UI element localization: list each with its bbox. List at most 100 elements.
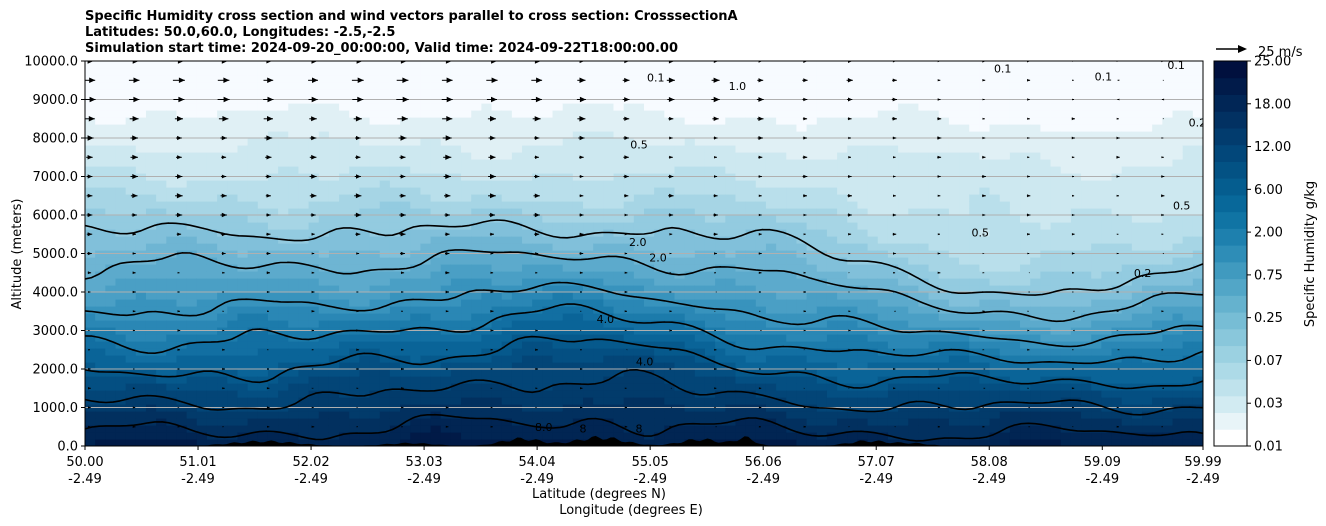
humidity-cell [593,68,604,76]
humidity-cell [501,292,513,300]
humidity-cell [145,285,157,293]
humidity-cell [887,110,899,118]
humidity-cell [704,68,716,76]
humidity-cell [908,292,920,300]
humidity-cell [400,138,411,146]
humidity-cell [948,376,960,384]
humidity-cell [105,348,117,356]
humidity-cell [308,215,320,223]
humidity-cell [898,215,909,223]
humidity-cell [95,320,106,328]
humidity-cell [481,159,493,167]
humidity-cell [786,194,798,202]
humidity-cell [85,411,96,419]
humidity-cell [278,201,289,209]
humidity-cell [379,264,391,272]
humidity-cell [125,411,137,419]
humidity-cell [145,376,157,384]
humidity-cell [440,313,452,321]
humidity-cell [593,215,604,223]
humidity-cell [542,201,554,209]
humidity-cell [247,320,259,328]
humidity-cell [125,320,137,328]
humidity-cell [227,117,239,125]
humidity-cell [532,418,543,426]
humidity-cell [400,152,411,160]
humidity-cell [725,152,737,160]
humidity-cell [908,159,920,167]
humidity-cell [318,341,330,349]
humidity-cell [765,166,777,174]
humidity-cell [501,348,513,356]
humidity-cell [308,131,320,139]
humidity-cell [562,61,574,69]
humidity-cell [989,390,1001,398]
humidity-cell [440,271,452,279]
humidity-cell [196,194,208,202]
humidity-cell [776,376,787,384]
humidity-cell [847,201,859,209]
humidity-cell [176,425,188,433]
humidity-cell [572,432,584,440]
humidity-cell [186,166,198,174]
humidity-cell [948,236,960,244]
humidity-cell [491,257,503,265]
humidity-cell [857,215,869,223]
humidity-cell [288,75,300,83]
humidity-cell [786,390,798,398]
humidity-cell [603,299,615,307]
humidity-cell [156,103,167,111]
humidity-cell [267,355,279,363]
humidity-cell [440,82,452,90]
humidity-cell [938,397,950,405]
humidity-cell [481,152,493,160]
humidity-cell [186,306,198,314]
humidity-cell [278,292,289,300]
humidity-cell [369,257,381,265]
humidity-cell [806,397,818,405]
humidity-cell [440,138,452,146]
humidity-cell [471,194,482,202]
humidity-cell [959,229,970,237]
humidity-cell [542,180,554,188]
humidity-cell [938,334,950,342]
humidity-cell [450,362,462,370]
humidity-cell [267,187,279,195]
humidity-cell [339,257,350,265]
humidity-cell [735,201,747,209]
humidity-cell [867,397,879,405]
humidity-cell [948,103,960,111]
humidity-cell [318,397,330,405]
humidity-cell [471,313,482,321]
humidity-cell [389,383,401,391]
humidity-cell [644,187,655,195]
humidity-cell [562,75,574,83]
humidity-cell [603,138,615,146]
humidity-cell [145,187,157,195]
humidity-cell [95,306,106,314]
humidity-cell [156,243,167,251]
humidity-cell [593,131,604,139]
humidity-cell [481,68,493,76]
humidity-cell [339,138,350,146]
humidity-cell [237,187,249,195]
humidity-cell [227,390,239,398]
humidity-cell [847,341,859,349]
humidity-cell [186,61,198,69]
humidity-cell [867,369,879,377]
humidity-cell [85,348,96,356]
humidity-cell [847,82,859,90]
humidity-cell [908,131,920,139]
humidity-cell [186,145,198,153]
humidity-cell [613,131,625,139]
humidity-cell [227,187,239,195]
humidity-cell [633,383,645,391]
humidity-cell [694,257,706,265]
humidity-cell [532,334,543,342]
humidity-cell [796,110,808,118]
humidity-cell [674,425,686,433]
humidity-cell [928,236,940,244]
humidity-cell [511,187,523,195]
humidity-cell [298,355,310,363]
humidity-cell [85,180,96,188]
